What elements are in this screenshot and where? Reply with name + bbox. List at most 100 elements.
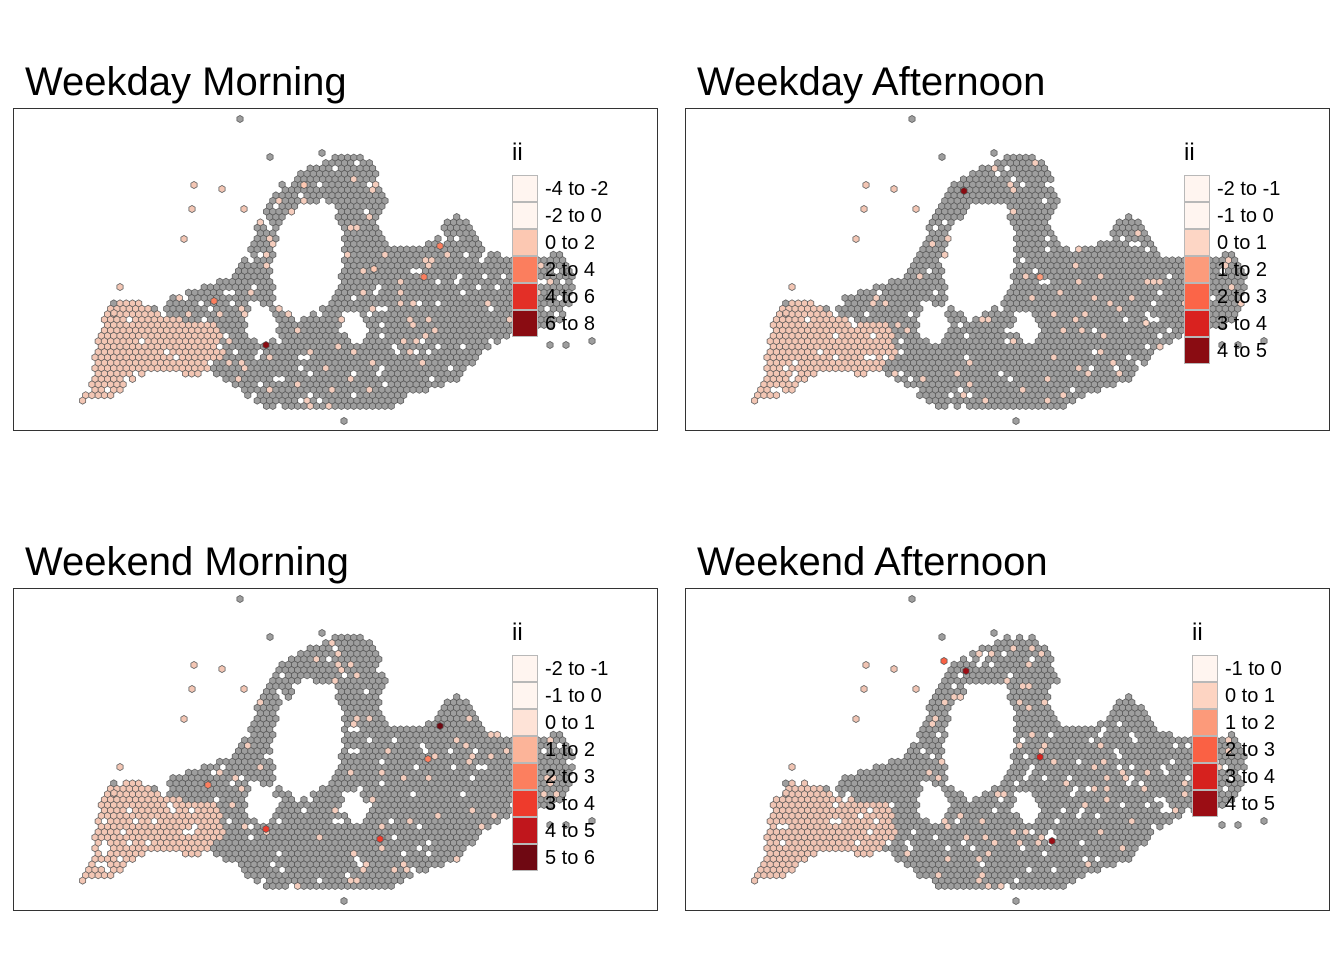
- legend-title: ii: [1184, 139, 1195, 166]
- legend-item: 6 to 8: [512, 310, 632, 337]
- hex-cell: [788, 385, 796, 394]
- hex-cell: [1156, 342, 1164, 351]
- hex-cell: [875, 364, 883, 373]
- hex-cell: [991, 401, 999, 411]
- hex-cell: [854, 369, 861, 378]
- hex-cell: [938, 299, 946, 308]
- hex-cell: [406, 871, 414, 880]
- hex-cell: [312, 881, 320, 891]
- hex-cell: [1016, 401, 1024, 411]
- hex-cell: [910, 380, 918, 389]
- hex-cell: [275, 369, 283, 378]
- hex-cell: [484, 342, 492, 351]
- hex-cell: [266, 746, 274, 756]
- hex-cell: [331, 401, 339, 411]
- hex-cell: [503, 811, 511, 820]
- hex-cell: [350, 881, 358, 891]
- hex-cell: [468, 358, 476, 367]
- hex-cell: [869, 364, 877, 373]
- hotspot-cell: [376, 834, 384, 844]
- legend-item: 0 to 1: [1184, 229, 1304, 256]
- hex-cell: [984, 196, 992, 205]
- hex-cell: [306, 401, 314, 411]
- hex-cell: [766, 391, 774, 400]
- hex-cell: [431, 860, 439, 869]
- hex-cell: [978, 401, 986, 411]
- hex-cell: [931, 299, 939, 308]
- hex-cell: [369, 881, 377, 891]
- hex-cell: [94, 871, 102, 880]
- hex-cell: [318, 628, 326, 638]
- hex-cell: [350, 719, 358, 729]
- hex-cell: [288, 401, 295, 411]
- legend-swatch: [512, 682, 538, 709]
- hex-cell: [838, 364, 846, 373]
- hex-cell: [1218, 340, 1226, 350]
- hex-cell: [225, 283, 233, 292]
- hex-cell: [1165, 337, 1173, 346]
- hex-cell: [412, 261, 420, 270]
- hex-cell: [801, 374, 808, 384]
- hotspot-cell: [436, 721, 444, 731]
- legend-item: -2 to 0: [512, 202, 632, 229]
- hex-cell: [972, 196, 980, 205]
- legend-title: ii: [512, 139, 523, 166]
- hex-cell: [319, 881, 327, 891]
- hex-cell: [546, 800, 554, 810]
- hex-cell: [129, 374, 136, 384]
- hex-cell: [213, 849, 221, 858]
- hex-cell: [185, 822, 193, 831]
- hex-cell: [100, 871, 108, 880]
- hex-cell: [147, 844, 155, 853]
- hex-cell: [288, 207, 295, 216]
- hex-cell: [344, 304, 352, 313]
- hex-cell: [1140, 358, 1148, 367]
- hotspot-cell: [262, 340, 270, 350]
- hex-cell: [79, 876, 87, 885]
- legend-swatch: [1184, 310, 1210, 337]
- hex-cell: [356, 401, 364, 411]
- hex-cell: [375, 401, 383, 411]
- legend-label: 4 to 5: [1217, 340, 1268, 362]
- hotspot-cell: [300, 180, 308, 190]
- legend-label: -4 to -2: [545, 178, 609, 200]
- hex-cell: [1119, 374, 1126, 384]
- hex-cell: [88, 871, 96, 880]
- hex-cell: [240, 684, 248, 694]
- hotspot-cell: [370, 264, 378, 274]
- legend-label: -1 to 0: [1217, 205, 1274, 227]
- legend-item: 4 to 6: [512, 283, 632, 310]
- legend-label: -2 to -1: [545, 658, 609, 680]
- hex-cell: [344, 784, 352, 793]
- hex-cell: [415, 865, 423, 874]
- hex-cell: [147, 364, 155, 373]
- legend-swatch: [512, 283, 538, 310]
- hex-cell: [319, 401, 327, 411]
- legend-label: 1 to 2: [1217, 259, 1268, 281]
- legend-item: -2 to -1: [512, 655, 632, 682]
- hex-cell: [350, 401, 358, 411]
- hex-cell: [447, 374, 454, 384]
- hex-cell: [1228, 315, 1236, 324]
- hex-cell: [1218, 320, 1226, 330]
- hex-cell: [110, 788, 118, 798]
- hex-cell: [772, 391, 780, 400]
- hex-cell: [568, 752, 576, 761]
- hex-cell: [437, 380, 445, 389]
- hex-cell: [312, 676, 320, 685]
- hotspot-cell: [210, 296, 218, 306]
- hex-cell: [337, 881, 345, 891]
- hex-cell: [1234, 340, 1242, 350]
- hex-cell: [116, 385, 124, 394]
- hex-cell: [180, 714, 188, 724]
- hex-cell: [236, 594, 244, 604]
- legend-swatch: [512, 175, 538, 202]
- hex-cell: [782, 308, 790, 318]
- hex-cell: [453, 854, 461, 864]
- hex-cell: [810, 369, 818, 378]
- legend-item: -4 to -2: [512, 175, 632, 202]
- hexagon-grid: [79, 633, 576, 891]
- hex-cell: [107, 391, 115, 400]
